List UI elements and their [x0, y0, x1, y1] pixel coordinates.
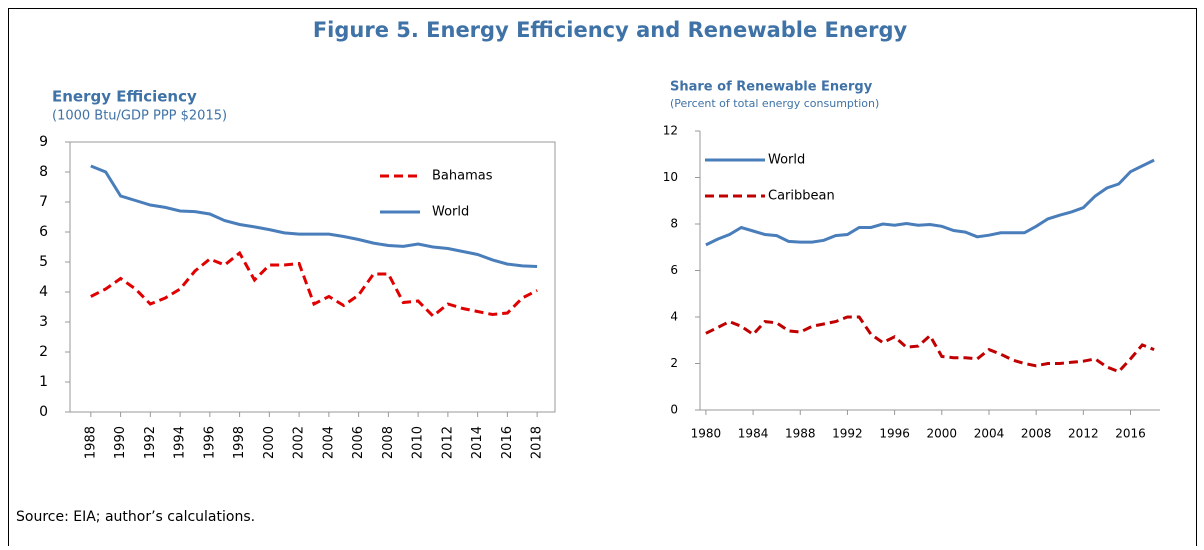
y-tick-label: 7 [39, 194, 48, 210]
x-tick-label: 1992 [832, 427, 863, 441]
legend-label: Caribbean [768, 189, 835, 204]
x-tick-label: 2008 [1021, 427, 1052, 441]
figure-title: Figure 5. Energy Efficiency and Renewabl… [313, 18, 908, 42]
x-tick-label: 2018 [530, 426, 545, 459]
y-tick-label: 0 [39, 404, 48, 420]
x-tick-label: 1998 [232, 426, 247, 459]
y-tick-label: 3 [39, 314, 48, 330]
legend-label: World [432, 205, 469, 220]
x-tick-label: 2016 [500, 426, 515, 459]
series-line [90, 164, 538, 268]
y-tick-label: 6 [670, 263, 678, 277]
x-tick-label: 2014 [470, 426, 485, 459]
y-tick-label: 6 [39, 224, 48, 240]
x-tick-label: 1988 [785, 427, 816, 441]
x-tick-label: 2006 [351, 426, 366, 459]
chart-title: Energy Efficiency [52, 88, 197, 106]
x-tick-label: 2008 [381, 426, 396, 459]
series-line [705, 315, 1155, 374]
x-tick-label: 2016 [1115, 427, 1146, 441]
y-tick-label: 9 [39, 134, 48, 150]
x-tick-label: 2002 [292, 426, 307, 459]
y-tick-label: 10 [663, 170, 678, 184]
y-tick-label: 5 [39, 254, 48, 270]
y-tick-label: 4 [39, 284, 48, 300]
legend-label: World [768, 153, 805, 168]
y-tick-label: 0 [670, 403, 678, 417]
legend-label: Bahamas [432, 169, 493, 184]
x-tick-label: 2004 [321, 426, 336, 459]
y-tick-label: 8 [39, 164, 48, 180]
y-tick-label: 2 [39, 344, 48, 360]
x-tick-label: 1992 [143, 426, 158, 459]
plot-frame [69, 141, 556, 413]
x-tick-label: 2000 [262, 426, 277, 459]
series-line [90, 250, 538, 319]
x-tick-label: 1984 [738, 427, 769, 441]
chart-title: Share of Renewable Energy [670, 80, 873, 95]
x-tick-label: 2010 [411, 426, 426, 459]
x-tick-label: 1996 [202, 426, 217, 459]
series-line [705, 158, 1155, 247]
x-tick-label: 1990 [113, 426, 128, 459]
x-tick-label: 1980 [691, 427, 722, 441]
y-tick-label: 4 [670, 310, 678, 324]
chart-subtitle: (1000 Btu/GDP PPP $2015) [52, 109, 227, 124]
frame [8, 8, 1197, 546]
y-tick-label: 8 [670, 217, 678, 231]
y-tick-label: 1 [39, 374, 48, 390]
x-tick-label: 1994 [173, 426, 188, 459]
x-tick-label: 2000 [927, 427, 958, 441]
y-tick-label: 12 [663, 124, 678, 138]
x-tick-label: 2012 [1068, 427, 1099, 441]
source: Source: EIA; author’s calculations. [16, 509, 255, 525]
x-tick-label: 2012 [440, 426, 455, 459]
y-tick-label: 2 [670, 356, 678, 370]
chart-subtitle: (Percent of total energy consumption) [670, 97, 879, 110]
x-tick-label: 1996 [879, 427, 910, 441]
x-tick-label: 2004 [974, 427, 1005, 441]
x-tick-label: 1988 [83, 426, 98, 459]
